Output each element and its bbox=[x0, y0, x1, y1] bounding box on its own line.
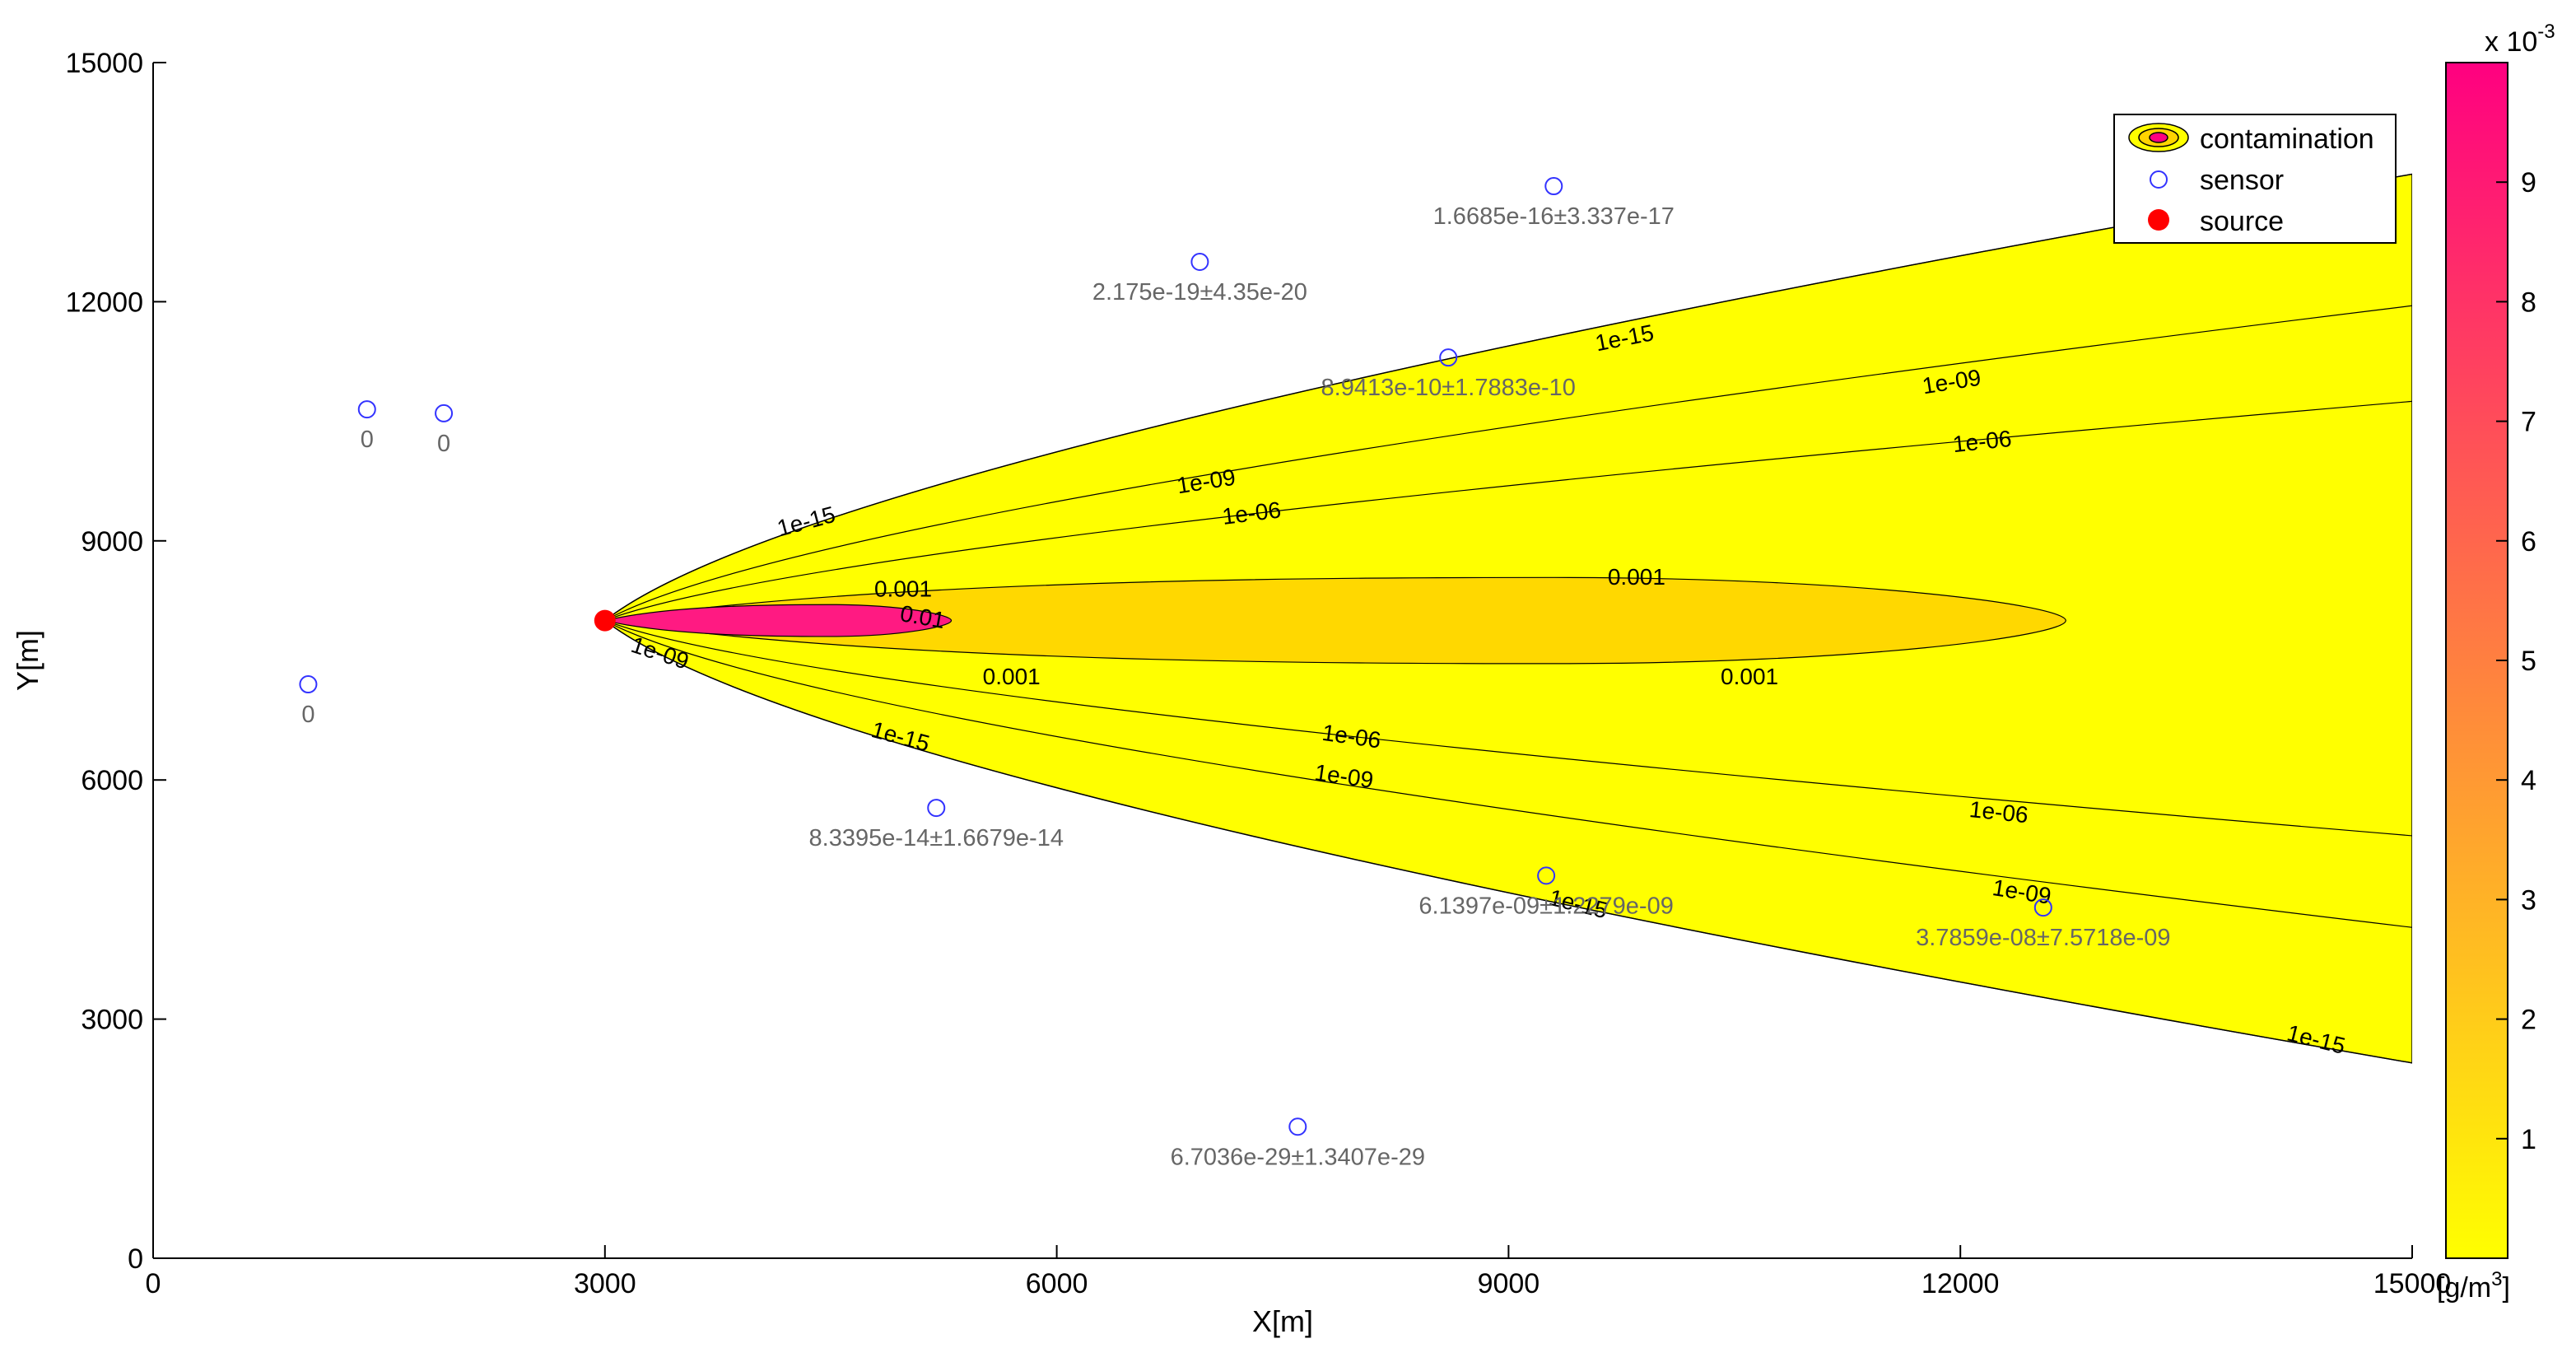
colorbar-tick-label: 5 bbox=[2521, 646, 2536, 677]
contour-label: 0.001 bbox=[1608, 564, 1665, 590]
legend: contamination sensor source bbox=[2113, 114, 2397, 244]
sensor-reading: 6.1397e-09±1.2279e-09 bbox=[1418, 893, 1673, 919]
contour-region-0.001 bbox=[604, 576, 2066, 665]
contour-line-lower-0 bbox=[604, 620, 2412, 1064]
y-tick-label: 12000 bbox=[65, 287, 143, 318]
sensor-marker bbox=[927, 799, 946, 818]
legend-label-sensor: sensor bbox=[2200, 165, 2284, 196]
sensor-marker bbox=[1288, 1117, 1307, 1136]
sensor-marker bbox=[1439, 348, 1458, 367]
colorbar-ticks: 1 2 3 4 5 6 7 8 9 bbox=[2496, 167, 2536, 1155]
x-tick-label: 15000 bbox=[2373, 1268, 2452, 1299]
sensor-marker bbox=[357, 400, 376, 419]
colorbar-tick-label: 4 bbox=[2521, 765, 2536, 796]
sensor-layer: 0 0 0 2.175e-19±4.35e-20 1.6685e-16±3.337e-1… bbox=[299, 177, 2171, 1170]
x-tick-label: 12000 bbox=[1922, 1268, 2000, 1299]
plume-layer bbox=[603, 173, 2412, 1064]
sensor-marker bbox=[435, 403, 454, 422]
sensor-reading: 8.9413e-10±1.7883e-10 bbox=[1321, 375, 1576, 401]
colorbar-tick-label: 9 bbox=[2521, 167, 2536, 198]
legend-source-marker bbox=[2148, 209, 2169, 231]
x-tick-label: 6000 bbox=[1026, 1268, 1088, 1299]
sensor-reading: 0 bbox=[301, 702, 314, 728]
y-tick-label: 0 bbox=[128, 1243, 143, 1275]
contour-label: 0.001 bbox=[874, 576, 932, 602]
y-tick-label: 3000 bbox=[81, 1005, 143, 1036]
contour-line-upper-1 bbox=[604, 305, 2412, 622]
x-tick-label: 3000 bbox=[574, 1268, 636, 1299]
y-tick-label: 6000 bbox=[81, 765, 143, 796]
contour-label: 0.001 bbox=[983, 664, 1041, 689]
contour-label: 0.001 bbox=[1721, 664, 1778, 689]
colorbar-unit: [g/m3] bbox=[2437, 1268, 2510, 1304]
sensor-reading: 6.7036e-29±1.3407e-29 bbox=[1171, 1144, 1425, 1170]
sensor-reading: 0 bbox=[437, 431, 450, 457]
legend-label-contamination: contamination bbox=[2200, 124, 2374, 155]
colorbar-tick-label: 3 bbox=[2521, 884, 2536, 916]
x-tick-label: 9000 bbox=[1478, 1268, 1540, 1299]
contour-line-lower-1 bbox=[604, 620, 2412, 928]
y-tick-label: 15000 bbox=[65, 48, 143, 79]
legend-sensor-marker bbox=[2150, 170, 2168, 189]
axis-ticks: 0 3000 6000 9000 12000 15000 0 3000 6000 9000 1200… bbox=[65, 48, 2451, 1299]
contour-line-upper-0 bbox=[604, 173, 2412, 622]
colorbar-tick-label: 6 bbox=[2521, 526, 2536, 557]
colorbar-tick-label: 2 bbox=[2521, 1005, 2536, 1036]
source-marker bbox=[594, 609, 616, 632]
contour-region-0.01 bbox=[604, 604, 953, 637]
sensor-reading: 8.3395e-14±1.6679e-14 bbox=[809, 825, 1064, 851]
colorbar-tick-label: 1 bbox=[2521, 1124, 2536, 1155]
sensor-marker bbox=[2033, 898, 2052, 917]
sensor-reading: 3.7859e-08±7.5718e-09 bbox=[1916, 925, 2170, 951]
x-axis-label: X[m] bbox=[1252, 1304, 1313, 1338]
contour-line-upper-2 bbox=[604, 400, 2412, 622]
sensor-reading: 2.175e-19±4.35e-20 bbox=[1092, 279, 1307, 306]
source-layer bbox=[594, 609, 616, 632]
sensor-marker bbox=[1190, 253, 1209, 271]
sensor-reading: 0 bbox=[361, 427, 374, 453]
colorbar-multiplier: x 10-3 bbox=[2485, 21, 2555, 58]
sensor-marker bbox=[1537, 866, 1556, 885]
y-tick-label: 9000 bbox=[81, 526, 143, 557]
colorbar-tick-label: 8 bbox=[2521, 287, 2536, 318]
legend-label-source: source bbox=[2200, 206, 2284, 237]
contour-line-lower-2 bbox=[604, 620, 2412, 837]
contour-label: 1e-06 bbox=[1951, 426, 2012, 457]
sensor-marker bbox=[1544, 177, 1563, 196]
colorbar-tick-label: 7 bbox=[2521, 407, 2536, 438]
legend-contamination-swatch bbox=[2128, 123, 2189, 152]
contour-label: 1e-06 bbox=[1968, 796, 2029, 828]
sensor-reading: 1.6685e-16±3.337e-17 bbox=[1433, 203, 1675, 230]
sensor-marker bbox=[299, 675, 318, 694]
y-axis-label: Y[m] bbox=[11, 630, 44, 691]
x-tick-label: 0 bbox=[146, 1268, 161, 1299]
